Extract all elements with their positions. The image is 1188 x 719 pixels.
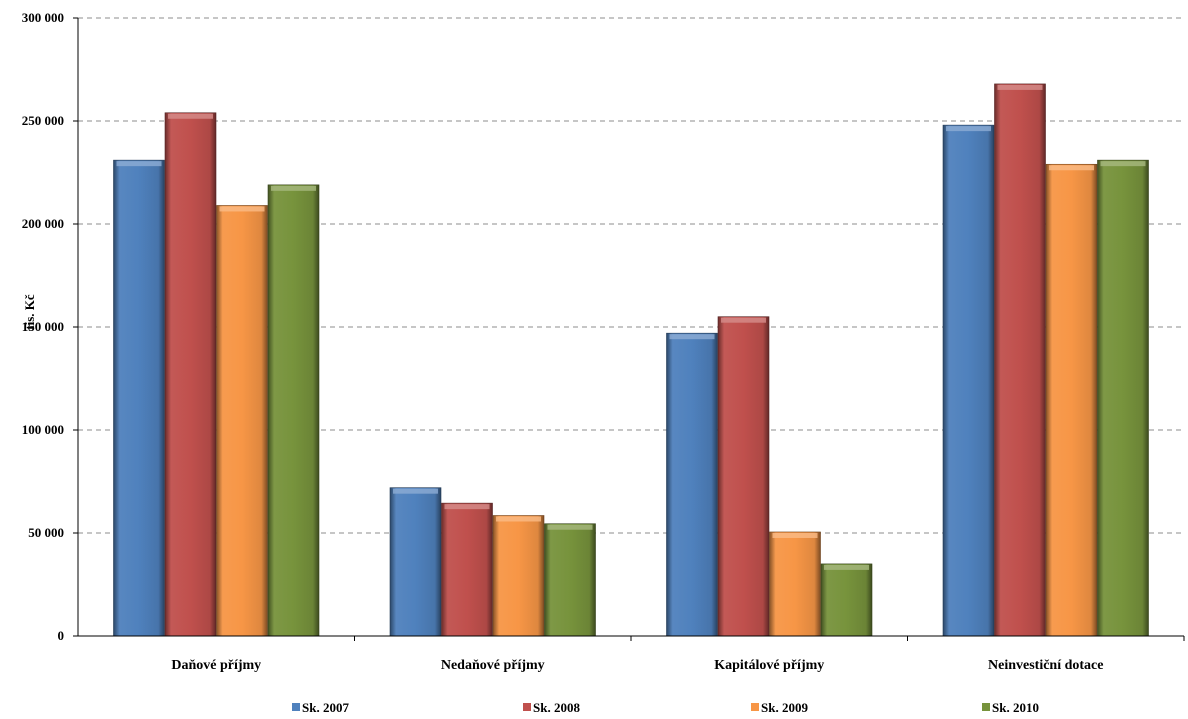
y-tick-label: 50 000 [28, 525, 64, 540]
bar-highlight [1049, 165, 1094, 171]
bar-sk-2009-2 [769, 531, 821, 637]
legend-label: Sk. 2010 [992, 700, 1039, 715]
legend-label: Sk. 2007 [302, 700, 349, 715]
bar-sk-2010-2 [820, 563, 873, 637]
y-tick-label: 300 000 [22, 10, 64, 25]
legend-label: Sk. 2009 [761, 700, 808, 715]
bar-highlight [271, 185, 316, 191]
legend: Sk. 2007 Sk. 2008 Sk. 2009 Sk. 2010 [292, 700, 1039, 715]
x-category-label: Nedaňové příjmy [441, 658, 545, 673]
bar-sk-2009-3 [1045, 163, 1098, 637]
bar-highlight [168, 113, 213, 119]
legend-swatch [523, 703, 531, 711]
legend-label: Sk. 2008 [533, 700, 580, 715]
bar-highlight [997, 84, 1043, 90]
bar-sk-2008-3 [994, 83, 1046, 637]
y-tick-label: 250 000 [22, 113, 64, 128]
y-axis-title: tis. Kč [22, 294, 37, 330]
bar-highlight [1100, 161, 1146, 167]
bar-sk-2008-0 [164, 112, 217, 637]
legend-swatch [751, 703, 759, 711]
bar-highlight [393, 488, 438, 494]
bar-highlight [721, 317, 766, 323]
bar-highlight [669, 334, 715, 340]
bar-sk-2009-0 [216, 205, 268, 637]
bar-sk-2007-0 [113, 159, 165, 637]
bar-highlight [824, 564, 869, 570]
bar-highlight [547, 524, 593, 530]
bar-sk-2010-3 [1097, 159, 1149, 637]
bar-highlight [946, 126, 991, 132]
bar-sk-2007-3 [942, 124, 995, 637]
bar-highlight [116, 161, 162, 167]
bar-sk-2010-1 [544, 523, 596, 637]
category-labels: Daňové příjmy Nedaňové příjmy Kapitálové p… [171, 636, 1185, 673]
bar-highlight [219, 206, 265, 212]
x-category-label: Daňové příjmy [171, 658, 261, 673]
y-tick-labels: 0 50 000 100 000 150 000 200 000 250 000 300 0… [22, 10, 64, 643]
legend-swatch [292, 703, 300, 711]
y-tick-label: 100 000 [22, 422, 64, 437]
bar-highlight [444, 504, 490, 510]
y-tick-label: 200 000 [22, 216, 64, 231]
bar-sk-2010-0 [267, 184, 320, 637]
y-tick-label: 0 [58, 628, 65, 643]
bars [113, 83, 1149, 637]
bar-highlight [496, 516, 541, 522]
y-tick-label: 150 000 [22, 319, 64, 334]
bar-sk-2007-2 [666, 332, 718, 637]
bar-sk-2007-1 [389, 487, 442, 637]
x-category-label: Neinvestiční dotace [988, 658, 1103, 673]
bar-sk-2008-2 [717, 316, 770, 637]
bar-sk-2009-1 [492, 515, 545, 637]
bar-highlight [772, 532, 818, 538]
bar-sk-2008-1 [441, 502, 493, 637]
legend-swatch [982, 703, 990, 711]
x-category-label: Kapitálové příjmy [714, 658, 824, 673]
